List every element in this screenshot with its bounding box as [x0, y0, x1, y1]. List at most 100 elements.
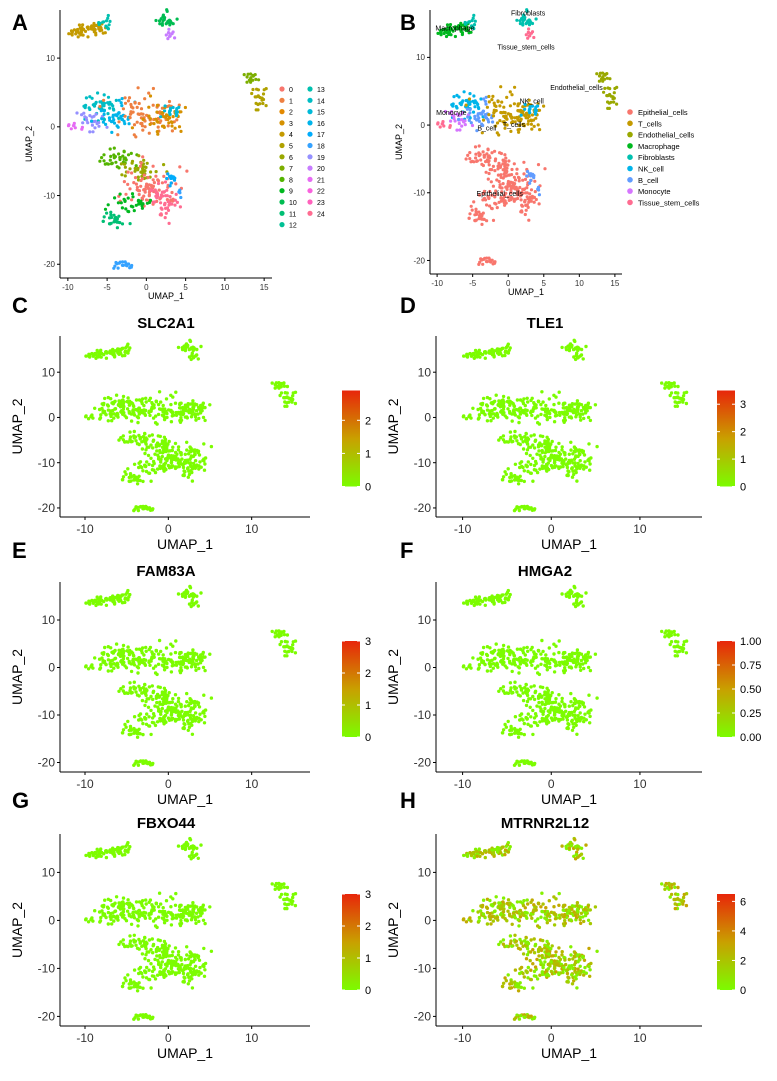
data-point [526, 400, 530, 404]
data-point [155, 422, 159, 426]
data-point [75, 111, 79, 115]
data-point [588, 714, 592, 719]
data-point [196, 357, 200, 361]
data-point [570, 719, 574, 724]
data-point [541, 400, 545, 404]
data-point [506, 342, 510, 346]
data-point [526, 469, 530, 474]
data-point [293, 651, 298, 655]
data-point [496, 665, 500, 669]
data-point [101, 104, 105, 108]
data-point [532, 446, 537, 450]
data-point [135, 482, 140, 486]
y-tick-label: -20 [413, 256, 425, 265]
data-point [156, 453, 160, 457]
data-point [501, 394, 506, 399]
data-point [510, 93, 514, 97]
data-point [157, 638, 162, 643]
data-point [138, 941, 142, 945]
data-point [113, 648, 117, 653]
data-point [170, 660, 175, 664]
scatter-points [66, 8, 268, 270]
data-point [128, 939, 133, 943]
data-point [171, 105, 175, 110]
data-point [199, 406, 203, 410]
data-point [112, 919, 116, 923]
data-point [578, 466, 582, 470]
data-point [170, 190, 174, 195]
x-tick-label: 10 [575, 279, 584, 288]
data-point [111, 651, 116, 655]
data-point [477, 413, 482, 417]
data-point [519, 688, 524, 692]
data-point [484, 116, 489, 120]
data-point [499, 85, 503, 89]
data-point [181, 726, 185, 730]
data-point [190, 852, 194, 857]
data-point [473, 213, 477, 217]
data-point [159, 460, 163, 464]
data-point [153, 188, 157, 192]
data-point [478, 351, 483, 355]
data-point [188, 586, 193, 590]
data-point [187, 472, 192, 477]
data-point [523, 200, 527, 204]
data-point [482, 257, 486, 261]
data-point [117, 648, 121, 652]
data-point [108, 216, 112, 220]
data-point [193, 719, 197, 723]
data-point [455, 106, 459, 110]
legend-swatch [627, 199, 633, 206]
data-point [193, 412, 198, 417]
data-point [492, 602, 496, 606]
data-point [72, 121, 76, 125]
data-point [518, 718, 522, 722]
data-point [575, 732, 579, 736]
data-point [576, 454, 580, 459]
data-point [108, 100, 112, 104]
data-point [203, 462, 207, 466]
data-point [588, 655, 592, 659]
data-point [291, 640, 295, 644]
data-point [106, 419, 111, 423]
y-tick-label: 10 [416, 53, 425, 62]
data-point [672, 629, 676, 634]
data-point [162, 665, 166, 669]
data-point [543, 167, 547, 171]
data-point [497, 689, 501, 693]
data-point [282, 882, 286, 886]
data-point [457, 121, 461, 126]
data-point [464, 21, 468, 25]
data-point [521, 440, 525, 444]
legend-swatch [627, 120, 633, 127]
x-tick-label: -10 [454, 522, 472, 536]
data-point [162, 921, 167, 925]
data-point [92, 21, 96, 26]
data-point [126, 841, 130, 845]
data-point [522, 506, 526, 511]
data-point [473, 114, 477, 118]
data-point [467, 20, 471, 24]
data-point [187, 355, 192, 359]
data-point [191, 700, 195, 704]
data-point [135, 185, 139, 189]
data-point [185, 458, 190, 462]
data-point [143, 187, 147, 191]
data-point [156, 178, 160, 182]
data-point [541, 685, 545, 690]
data-point [163, 109, 167, 113]
data-point [147, 471, 151, 475]
data-point [503, 116, 507, 120]
data-point [94, 603, 98, 608]
data-point [478, 111, 482, 115]
data-point [188, 657, 192, 661]
data-point [545, 668, 549, 672]
data-point [169, 652, 173, 656]
data-point [507, 159, 511, 163]
data-point [283, 906, 287, 911]
data-point [156, 412, 161, 417]
data-point [163, 180, 168, 184]
data-point [471, 26, 476, 30]
data-point [254, 77, 258, 81]
data-point [154, 649, 159, 653]
